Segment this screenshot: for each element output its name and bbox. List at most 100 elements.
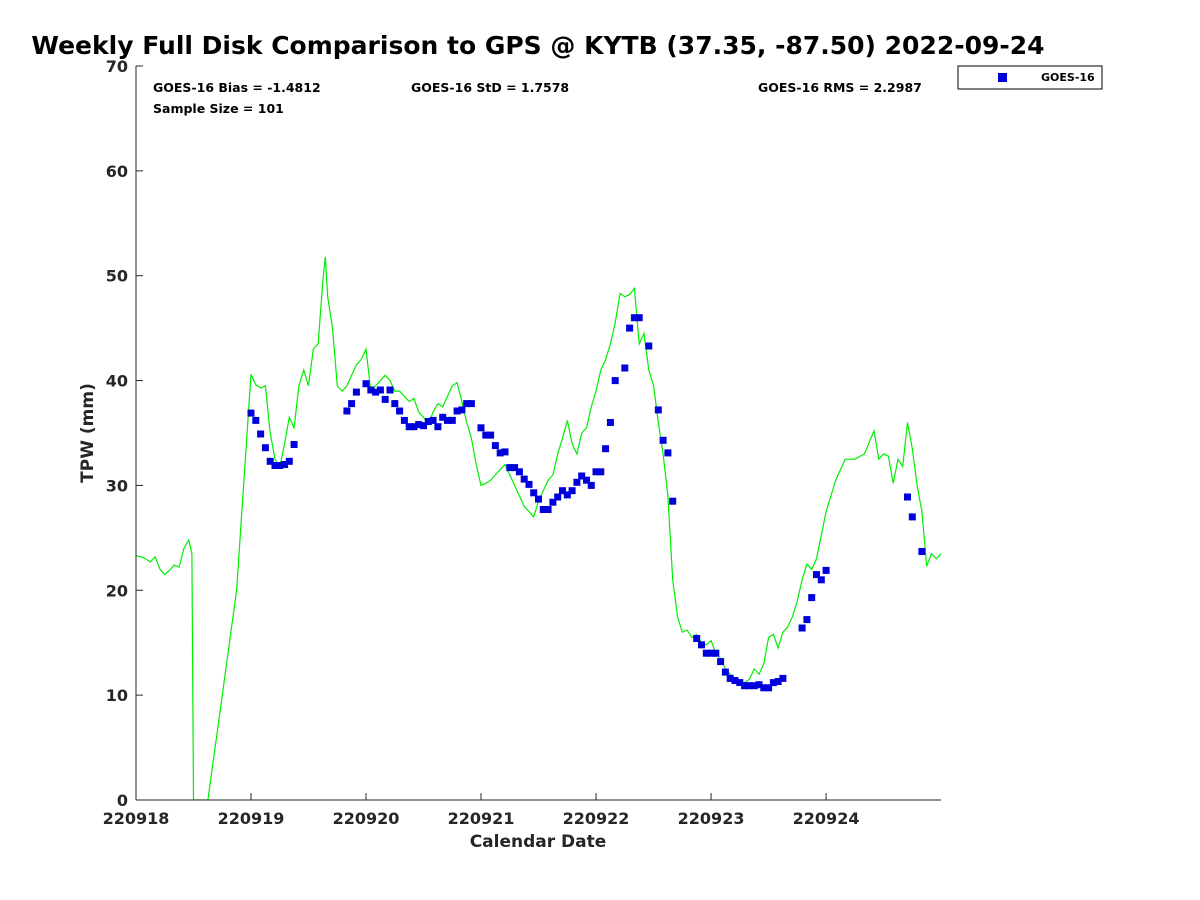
data-point-goes16 — [654, 406, 662, 414]
data-point-goes16 — [444, 416, 451, 424]
data-point-goes16 — [439, 413, 447, 421]
data-point-goes16 — [750, 682, 758, 690]
data-point-goes16 — [525, 480, 533, 488]
data-point-goes16 — [367, 386, 375, 394]
data-point-goes16 — [573, 478, 581, 486]
data-point-goes16 — [515, 468, 523, 476]
data-point-goes16 — [645, 342, 653, 350]
data-point-goes16 — [511, 464, 519, 472]
data-point-goes16 — [491, 442, 499, 450]
chart-title: Weekly Full Disk Comparison to GPS @ KYT… — [31, 31, 1044, 60]
data-point-goes16 — [736, 679, 744, 687]
data-point-goes16 — [290, 441, 298, 448]
data-point-goes16 — [635, 314, 643, 322]
data-point-goes16 — [362, 380, 370, 388]
data-point-goes16 — [463, 400, 471, 408]
data-point-goes16 — [669, 497, 677, 505]
legend-label-goes16: GOES-16 — [1041, 71, 1095, 84]
data-point-goes16 — [908, 513, 916, 521]
data-point-goes16 — [808, 594, 816, 602]
data-point-goes16 — [707, 649, 715, 657]
data-point-goes16 — [583, 476, 590, 484]
data-point-goes16 — [343, 407, 351, 415]
stat-bias: GOES-16 Bias = -1.4812 — [153, 80, 321, 95]
data-point-goes16 — [487, 431, 495, 439]
data-point-goes16 — [535, 495, 542, 503]
data-point-goes16 — [597, 468, 605, 476]
data-point-goes16 — [424, 418, 432, 425]
y-tick-label: 10 — [106, 686, 128, 705]
data-point-goes16 — [813, 571, 820, 579]
data-point-goes16 — [453, 407, 461, 415]
data-point-goes16 — [611, 377, 619, 385]
data-point-goes16 — [803, 616, 811, 624]
y-tick-label: 40 — [106, 372, 128, 391]
data-point-goes16 — [496, 449, 504, 457]
data-point-goes16 — [396, 407, 404, 415]
data-point-goes16 — [664, 449, 672, 457]
plot-area: 0 10 20 30 40 50 60 70 220918 220919 220920 220921 2… — [103, 57, 941, 828]
x-tick-label: 220919 — [218, 809, 285, 828]
x-tick-label: 220923 — [678, 809, 745, 828]
data-point-goes16 — [554, 493, 562, 501]
data-point-goes16 — [918, 548, 926, 555]
data-point-goes16 — [779, 674, 787, 682]
data-point-goes16 — [261, 444, 269, 452]
data-point-goes16 — [568, 487, 576, 495]
data-point-goes16 — [348, 400, 356, 408]
data-point-goes16 — [817, 576, 825, 584]
data-point-goes16 — [721, 668, 729, 676]
data-point-goes16 — [741, 682, 749, 690]
y-tick-label: 0 — [117, 791, 128, 810]
data-point-goes16 — [405, 423, 413, 431]
data-point-goes16 — [602, 445, 610, 453]
series-layer — [136, 256, 941, 800]
data-point-goes16 — [352, 388, 360, 396]
data-point-goes16 — [420, 422, 427, 430]
data-point-goes16 — [630, 314, 638, 322]
data-point-goes16 — [429, 416, 437, 424]
y-axis-label: TPW (mm) — [78, 383, 98, 483]
data-point-goes16 — [559, 487, 566, 495]
data-point-goes16 — [257, 430, 265, 438]
x-tick-label: 220924 — [793, 809, 860, 828]
data-point-goes16 — [372, 388, 380, 396]
data-point-goes16 — [477, 424, 485, 432]
data-point-goes16 — [520, 475, 528, 483]
x-tick-label: 220922 — [563, 809, 630, 828]
data-point-goes16 — [448, 416, 456, 424]
data-point-goes16 — [765, 684, 773, 692]
legend-box — [957, 65, 1103, 90]
data-point-goes16 — [434, 423, 442, 431]
data-point-goes16 — [693, 635, 701, 642]
data-point-goes16 — [626, 324, 634, 332]
data-point-goes16 — [391, 400, 399, 408]
data-point-goes16 — [698, 641, 705, 649]
data-point-goes16 — [904, 493, 911, 501]
data-point-goes16 — [276, 462, 284, 469]
data-point-goes16 — [530, 489, 538, 497]
data-point-goes16 — [712, 649, 720, 657]
data-point-goes16 — [458, 406, 466, 414]
data-point-goes16 — [745, 682, 753, 690]
data-point-goes16 — [482, 431, 490, 439]
stat-std: GOES-16 StD = 1.7578 — [411, 80, 569, 95]
data-point-goes16 — [271, 462, 279, 469]
x-tick-label: 220918 — [103, 809, 170, 828]
legend-marker-goes16 — [998, 73, 1007, 82]
data-point-goes16 — [726, 674, 734, 682]
stat-sample-size: Sample Size = 101 — [153, 101, 284, 116]
data-point-goes16 — [400, 416, 408, 424]
data-point-goes16 — [587, 481, 595, 489]
data-point-goes16 — [381, 395, 389, 403]
x-axis-label: Calendar Date — [470, 832, 607, 852]
data-point-goes16 — [506, 464, 514, 472]
data-point-goes16 — [717, 658, 725, 666]
data-point-goes16 — [822, 566, 830, 574]
data-point-goes16 — [659, 436, 667, 444]
x-tick-label: 220921 — [448, 809, 515, 828]
data-point-goes16 — [621, 364, 629, 372]
data-point-goes16 — [798, 624, 806, 632]
